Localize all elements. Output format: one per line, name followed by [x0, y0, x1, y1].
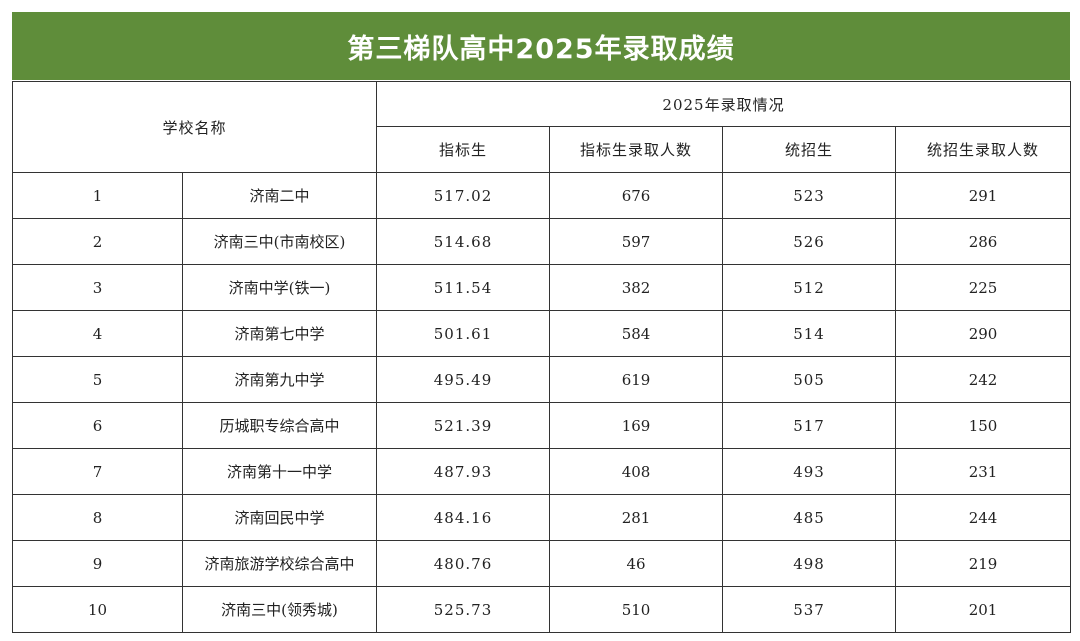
zhibiao-count-cell: 597	[549, 218, 724, 265]
tongzhao-count-cell: 225	[895, 264, 1072, 311]
zhibiao-score-cell: 511.54	[376, 264, 551, 311]
tongzhao-score-cell: 498	[722, 540, 897, 587]
tongzhao-score-cell: 512	[722, 264, 897, 311]
zhibiao-count-cell: 619	[549, 356, 724, 403]
zhibiao-score-cell: 484.16	[376, 494, 551, 541]
title-banner: 第三梯队高中2025年录取成绩	[12, 12, 1070, 80]
school-name-cell: 济南第七中学	[181, 310, 378, 357]
row-number: 9	[12, 540, 183, 587]
row-number: 4	[12, 310, 183, 357]
school-name-cell: 历城职专综合高中	[181, 402, 378, 449]
row-number: 3	[12, 264, 183, 311]
tongzhao-score-cell: 485	[722, 494, 897, 541]
header-row-columns: 指标生 指标生录取人数 统招生 统招生录取人数	[13, 126, 1072, 173]
tongzhao-count-cell: 219	[895, 540, 1072, 587]
admission-score-table: 学校名称 2025年录取情况 指标生 指标生录取人数 统招生 统招生录取人数 1…	[11, 81, 1072, 633]
zhibiao-count-cell: 281	[549, 494, 724, 541]
table-row: 10 济南三中(领秀城) 525.73 510 537 201	[12, 586, 1072, 633]
table-row: 5 济南第九中学 495.49 619 505 242	[12, 356, 1072, 403]
school-name-cell: 济南旅游学校综合高中	[181, 540, 378, 587]
zhibiao-count-cell: 46	[549, 540, 724, 587]
zhibiao-count-cell: 510	[549, 586, 724, 633]
row-number: 10	[12, 586, 183, 633]
row-number: 2	[12, 218, 183, 265]
tongzhao-score-cell: 505	[722, 356, 897, 403]
header-col-tongzhao: 统招生	[722, 126, 897, 173]
zhibiao-score-cell: 501.61	[376, 310, 551, 357]
tongzhao-score-cell: 517	[722, 402, 897, 449]
table-row: 1 济南二中 517.02 676 523 291	[12, 172, 1072, 219]
tongzhao-score-cell: 493	[722, 448, 897, 495]
zhibiao-count-cell: 169	[549, 402, 724, 449]
tongzhao-count-cell: 150	[895, 402, 1072, 449]
table-row: 6 历城职专综合高中 521.39 169 517 150	[12, 402, 1072, 449]
zhibiao-count-cell: 584	[549, 310, 724, 357]
header-col-zhibiao: 指标生	[376, 126, 551, 173]
table-row: 9 济南旅游学校综合高中 480.76 46 498 219	[12, 540, 1072, 587]
school-name-cell: 济南三中(领秀城)	[181, 586, 378, 633]
table-row: 8 济南回民中学 484.16 281 485 244	[12, 494, 1072, 541]
tongzhao-score-cell: 523	[722, 172, 897, 219]
tongzhao-count-cell: 290	[895, 310, 1072, 357]
tongzhao-count-cell: 291	[895, 172, 1072, 219]
zhibiao-score-cell: 525.73	[376, 586, 551, 633]
tongzhao-count-cell: 231	[895, 448, 1072, 495]
zhibiao-score-cell: 514.68	[376, 218, 551, 265]
zhibiao-score-cell: 495.49	[376, 356, 551, 403]
table-row: 7 济南第十一中学 487.93 408 493 231	[12, 448, 1072, 495]
header-col-tongzhao-count: 统招生录取人数	[895, 126, 1072, 173]
zhibiao-count-cell: 676	[549, 172, 724, 219]
zhibiao-score-cell: 487.93	[376, 448, 551, 495]
zhibiao-score-cell: 521.39	[376, 402, 551, 449]
row-number: 5	[12, 356, 183, 403]
row-number: 7	[12, 448, 183, 495]
zhibiao-score-cell: 480.76	[376, 540, 551, 587]
tongzhao-count-cell: 242	[895, 356, 1072, 403]
table-row: 2 济南三中(市南校区) 514.68 597 526 286	[12, 218, 1072, 265]
zhibiao-count-cell: 382	[549, 264, 724, 311]
tongzhao-count-cell: 286	[895, 218, 1072, 265]
row-number: 1	[12, 172, 183, 219]
header-row-top: 学校名称 2025年录取情况	[11, 81, 1072, 173]
zhibiao-count-cell: 408	[549, 448, 724, 495]
school-name-cell: 济南回民中学	[181, 494, 378, 541]
tongzhao-count-cell: 201	[895, 586, 1072, 633]
tongzhao-score-cell: 537	[722, 586, 897, 633]
table-row: 4 济南第七中学 501.61 584 514 290	[12, 310, 1072, 357]
header-col-zhibiao-count: 指标生录取人数	[549, 126, 724, 173]
zhibiao-score-cell: 517.02	[376, 172, 551, 219]
tongzhao-score-cell: 526	[722, 218, 897, 265]
school-name-cell: 济南三中(市南校区)	[181, 218, 378, 265]
header-group-label: 2025年录取情况	[376, 81, 1072, 127]
school-name-cell: 济南第九中学	[181, 356, 378, 403]
tongzhao-count-cell: 244	[895, 494, 1072, 541]
header-school-name: 学校名称	[11, 81, 378, 173]
page-title: 第三梯队高中2025年录取成绩	[347, 33, 735, 65]
school-name-cell: 济南中学(铁一)	[181, 264, 378, 311]
table-row: 3 济南中学(铁一) 511.54 382 512 225	[12, 264, 1072, 311]
tongzhao-score-cell: 514	[722, 310, 897, 357]
row-number: 6	[12, 402, 183, 449]
school-name-cell: 济南二中	[181, 172, 378, 219]
school-name-cell: 济南第十一中学	[181, 448, 378, 495]
row-number: 8	[12, 494, 183, 541]
